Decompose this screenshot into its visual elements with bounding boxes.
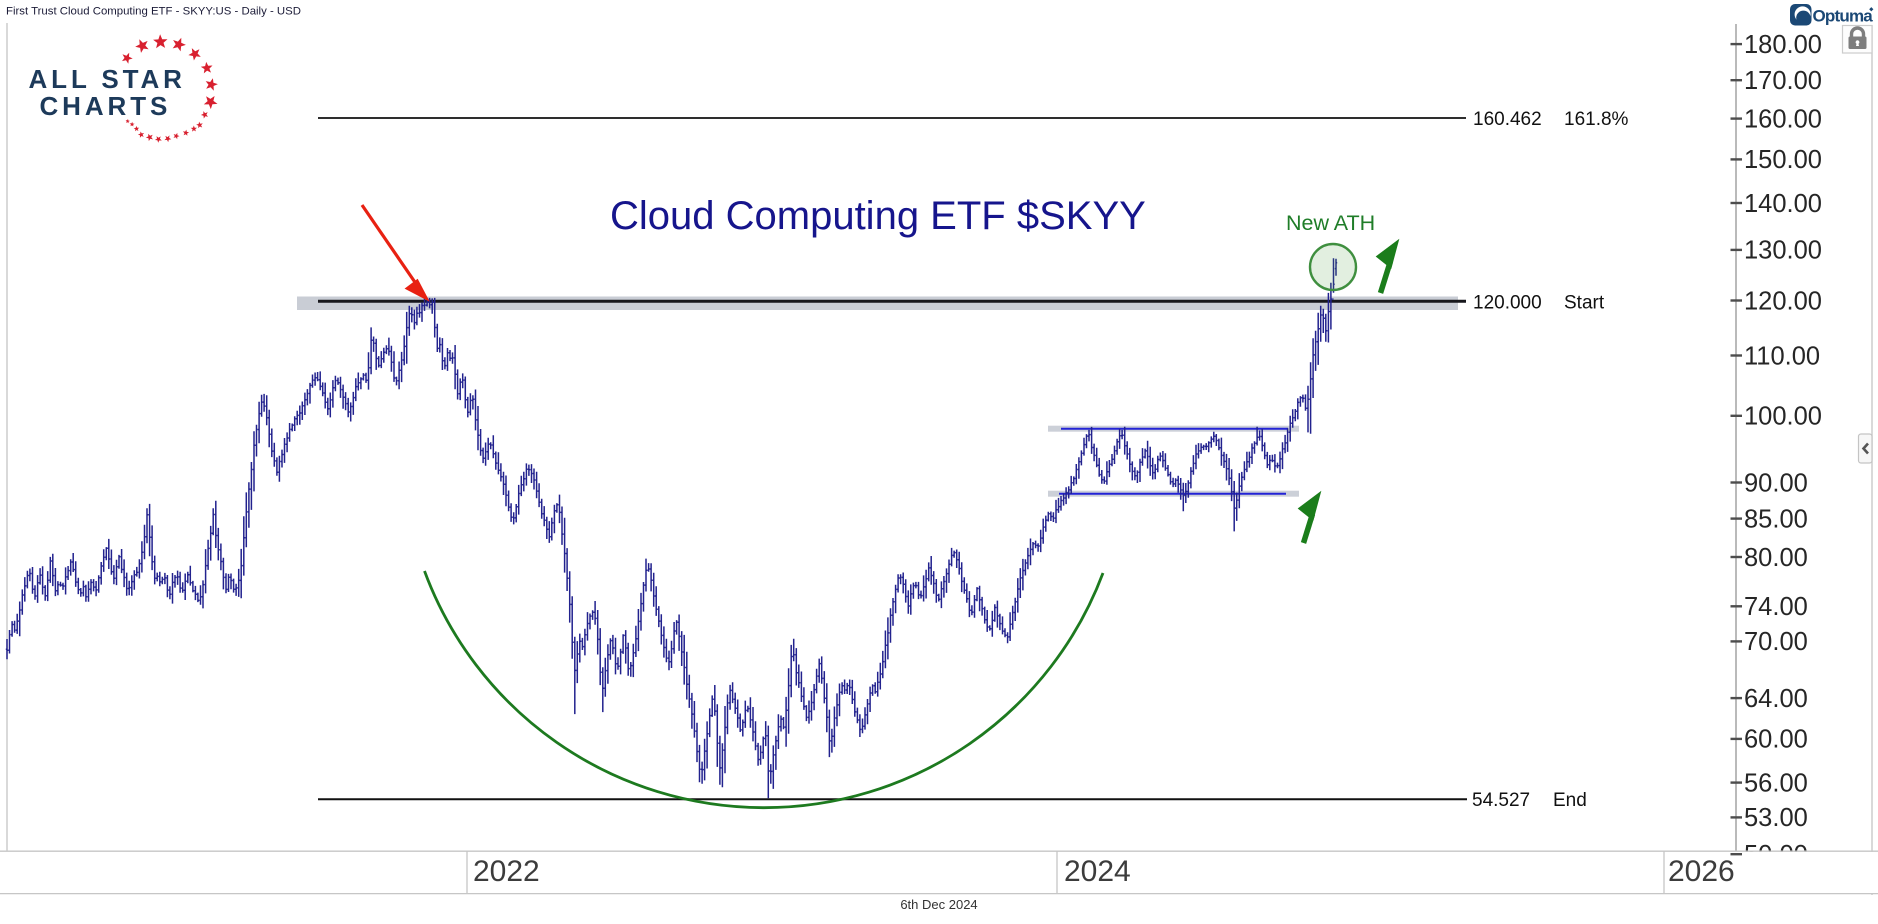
svg-text:2022: 2022 — [473, 855, 540, 888]
svg-text:2026: 2026 — [1668, 855, 1735, 888]
svg-text:130.00: 130.00 — [1744, 237, 1822, 265]
svg-text:150.00: 150.00 — [1744, 146, 1822, 174]
svg-text:180.00: 180.00 — [1744, 31, 1822, 59]
svg-text:56.00: 56.00 — [1744, 769, 1808, 797]
svg-text:120.000: 120.000 — [1473, 293, 1542, 314]
svg-text:161.8%: 161.8% — [1564, 109, 1629, 130]
svg-text:First Trust Cloud Computing ET: First Trust Cloud Computing ETF - SKYY:U… — [6, 6, 301, 18]
svg-text:New ATH: New ATH — [1286, 211, 1375, 235]
svg-text:End: End — [1553, 790, 1587, 811]
svg-text:160.462: 160.462 — [1473, 109, 1542, 130]
svg-text:Start: Start — [1564, 293, 1605, 314]
svg-text:2024: 2024 — [1064, 855, 1131, 888]
svg-text:110.00: 110.00 — [1744, 342, 1820, 370]
svg-text:64.00: 64.00 — [1744, 685, 1808, 713]
svg-text:140.00: 140.00 — [1744, 190, 1822, 218]
svg-text:90.00: 90.00 — [1744, 469, 1808, 497]
svg-text:120.00: 120.00 — [1744, 287, 1822, 315]
svg-text:100.00: 100.00 — [1744, 403, 1822, 431]
svg-text:70.00: 70.00 — [1744, 628, 1808, 656]
svg-text:60.00: 60.00 — [1744, 726, 1808, 754]
svg-text:6th Dec 2024: 6th Dec 2024 — [900, 897, 977, 912]
svg-text:54.527: 54.527 — [1472, 790, 1530, 811]
svg-text:ALL STAR: ALL STAR — [29, 64, 186, 94]
svg-text:80.00: 80.00 — [1744, 544, 1808, 572]
svg-text:53.00: 53.00 — [1744, 804, 1808, 832]
svg-text:CHARTS: CHARTS — [40, 91, 172, 121]
svg-text:85.00: 85.00 — [1744, 505, 1808, 533]
svg-text:74.00: 74.00 — [1744, 593, 1808, 621]
svg-text:160.00: 160.00 — [1744, 105, 1822, 133]
svg-text:170.00: 170.00 — [1744, 67, 1822, 95]
svg-text:Cloud Computing ETF $SKYY: Cloud Computing ETF $SKYY — [610, 194, 1146, 238]
svg-text:Optuma: Optuma — [1813, 7, 1874, 26]
